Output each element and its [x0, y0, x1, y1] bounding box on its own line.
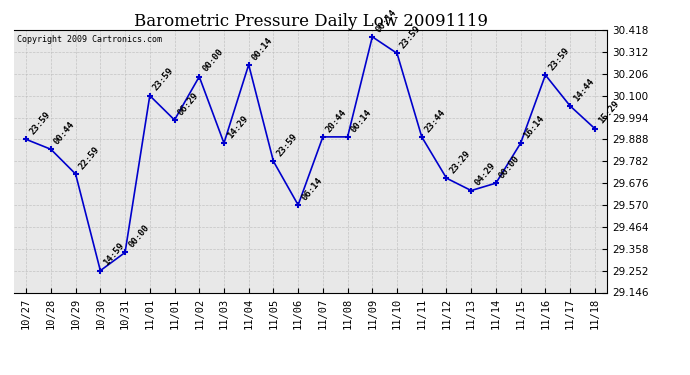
Text: 06:29: 06:29 — [176, 91, 200, 117]
Text: 22:59: 22:59 — [77, 145, 101, 171]
Text: 00:14: 00:14 — [250, 35, 275, 62]
Text: 23:44: 23:44 — [424, 108, 448, 134]
Text: 23:59: 23:59 — [399, 24, 423, 51]
Text: 16:14: 16:14 — [522, 114, 546, 140]
Text: 04:29: 04:29 — [473, 161, 497, 188]
Text: 00:44: 00:44 — [52, 120, 77, 146]
Text: 06:14: 06:14 — [299, 176, 324, 202]
Text: 23:59: 23:59 — [547, 46, 571, 72]
Text: 00:00: 00:00 — [497, 154, 522, 180]
Text: 23:59: 23:59 — [28, 110, 52, 136]
Text: 00:14: 00:14 — [374, 8, 398, 34]
Title: Barometric Pressure Daily Low 20091119: Barometric Pressure Daily Low 20091119 — [133, 13, 488, 30]
Text: 00:00: 00:00 — [127, 223, 151, 250]
Text: 20:44: 20:44 — [324, 108, 348, 134]
Text: Copyright 2009 Cartronics.com: Copyright 2009 Cartronics.com — [17, 35, 161, 44]
Text: 00:14: 00:14 — [349, 108, 373, 134]
Text: 00:00: 00:00 — [201, 47, 225, 74]
Text: 23:59: 23:59 — [151, 66, 175, 93]
Text: 15:29: 15:29 — [596, 99, 620, 126]
Text: 14:29: 14:29 — [226, 114, 250, 140]
Text: 23:29: 23:29 — [448, 149, 472, 175]
Text: 14:44: 14:44 — [572, 77, 596, 103]
Text: 14:59: 14:59 — [102, 242, 126, 268]
Text: 23:59: 23:59 — [275, 132, 299, 158]
